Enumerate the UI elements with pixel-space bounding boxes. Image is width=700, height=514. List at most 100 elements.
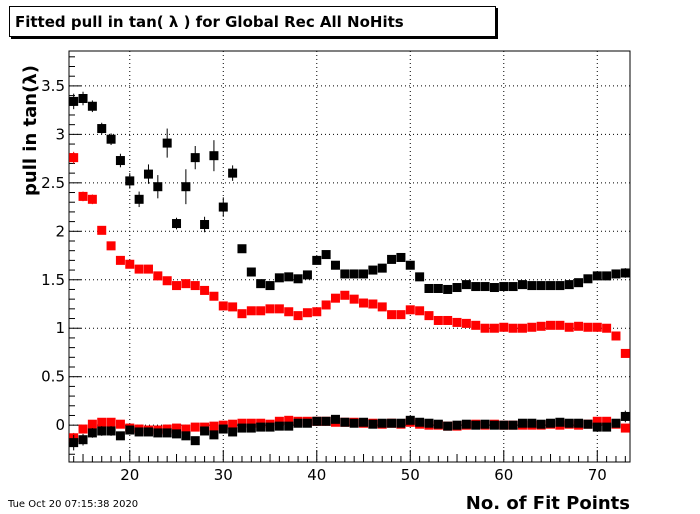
- data-point: [181, 431, 191, 441]
- data-point: [69, 153, 79, 163]
- y-tick-label: 0: [55, 416, 65, 434]
- data-point: [97, 124, 107, 134]
- data-point: [265, 281, 275, 291]
- data-point: [368, 265, 378, 275]
- y-tick-label: 2: [55, 222, 65, 240]
- data-point: [489, 420, 499, 430]
- data-point: [172, 429, 182, 439]
- data-point: [602, 271, 612, 281]
- data-point: [115, 419, 125, 429]
- data-point: [153, 428, 163, 438]
- data-point: [274, 273, 284, 283]
- data-point: [302, 418, 312, 428]
- data-point: [480, 282, 490, 292]
- data-point: [424, 418, 434, 428]
- data-point: [517, 323, 527, 333]
- data-point: [312, 416, 322, 426]
- data-point: [115, 431, 125, 441]
- data-point: [134, 194, 144, 204]
- data-point: [218, 202, 228, 212]
- data-point: [237, 418, 247, 428]
- data-point: [592, 322, 602, 332]
- data-point: [433, 419, 443, 429]
- x-tick-label: 40: [307, 466, 326, 484]
- data-point: [340, 417, 350, 427]
- data-point: [611, 331, 621, 341]
- data-point: [330, 260, 340, 270]
- data-point: [87, 101, 97, 111]
- data-point: [508, 282, 518, 292]
- data-point: [349, 269, 359, 279]
- grid-lines: [69, 51, 630, 462]
- x-tick-label: 70: [588, 466, 607, 484]
- data-point: [620, 348, 630, 358]
- data-point: [592, 416, 602, 426]
- data-point: [143, 427, 153, 437]
- data-point: [546, 281, 556, 291]
- data-point: [555, 320, 565, 330]
- y-tick-label: 0.5: [41, 368, 65, 386]
- data-point: [471, 420, 481, 430]
- data-point: [611, 269, 621, 279]
- data-point: [190, 436, 200, 446]
- y-tick-label: 3.5: [41, 77, 65, 95]
- data-point: [489, 323, 499, 333]
- data-point: [181, 424, 191, 434]
- data-point: [359, 269, 369, 279]
- data-point: [78, 93, 88, 103]
- data-point: [228, 427, 238, 437]
- data-point: [517, 418, 527, 428]
- data-point: [200, 285, 210, 295]
- data-point: [574, 278, 584, 288]
- data-point: [228, 302, 238, 312]
- data-point: [583, 322, 593, 332]
- data-point: [415, 417, 425, 427]
- data-point: [265, 304, 275, 314]
- data-point: [115, 255, 125, 265]
- data-point: [172, 423, 182, 433]
- y-tick-label: 1: [55, 319, 65, 337]
- data-point: [78, 191, 88, 201]
- data-point: [564, 418, 574, 428]
- data-point: [246, 267, 256, 277]
- data-point: [527, 322, 537, 332]
- data-point: [125, 425, 135, 435]
- data-point: [312, 255, 322, 265]
- y-axis-label: pull in tan(λ): [20, 65, 41, 196]
- data-point: [218, 424, 228, 434]
- data-point: [340, 269, 350, 279]
- data-point: [293, 418, 303, 428]
- data-point: [536, 321, 546, 331]
- data-point: [284, 415, 294, 425]
- data-point: [246, 418, 256, 428]
- y-tick-label: 2.5: [41, 174, 65, 192]
- data-point: [162, 428, 172, 438]
- data-point: [134, 427, 144, 437]
- data-point: [106, 417, 116, 427]
- data-point: [134, 264, 144, 274]
- data-point: [368, 299, 378, 309]
- data-point: [536, 419, 546, 429]
- data-point: [480, 419, 490, 429]
- x-tick-label: 20: [120, 466, 139, 484]
- data-point: [433, 315, 443, 325]
- data-point: [620, 411, 630, 421]
- timestamp: Tue Oct 20 07:15:38 2020: [8, 499, 139, 510]
- data-point: [237, 244, 247, 254]
- data-point: [433, 283, 443, 293]
- data-point: [228, 168, 238, 178]
- data-point: [452, 317, 462, 327]
- data-point: [162, 276, 172, 286]
- data-point: [190, 153, 200, 163]
- data-point: [424, 311, 434, 321]
- data-point: [143, 169, 153, 179]
- data-point: [461, 318, 471, 328]
- data-point: [153, 271, 163, 281]
- data-point: [377, 263, 387, 273]
- data-point: [87, 428, 97, 438]
- data-point: [256, 279, 266, 289]
- data-point: [302, 270, 312, 280]
- data-point: [620, 423, 630, 433]
- data-point: [480, 323, 490, 333]
